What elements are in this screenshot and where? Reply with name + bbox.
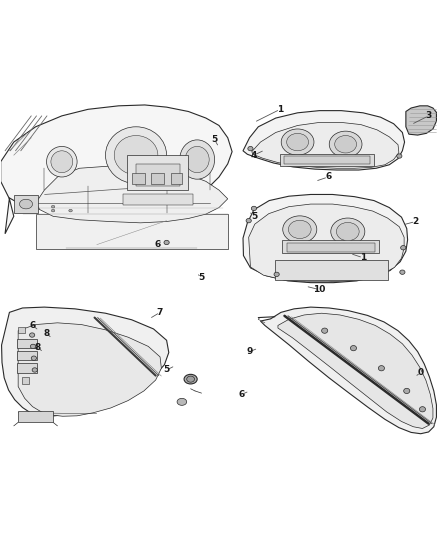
- Text: 1: 1: [360, 253, 366, 262]
- Ellipse shape: [106, 127, 166, 183]
- Polygon shape: [18, 323, 161, 416]
- Polygon shape: [2, 307, 169, 416]
- Bar: [171, 173, 182, 184]
- Bar: [275, 260, 389, 280]
- Text: 5: 5: [212, 135, 218, 144]
- Bar: [19, 340, 26, 346]
- Ellipse shape: [287, 133, 308, 151]
- Bar: [17, 363, 37, 373]
- Bar: [14, 195, 38, 213]
- Ellipse shape: [51, 205, 55, 208]
- Bar: [21, 366, 28, 372]
- Text: 8: 8: [43, 329, 49, 338]
- Bar: [17, 338, 37, 348]
- Text: 1: 1: [277, 105, 283, 114]
- Bar: [132, 173, 145, 184]
- Ellipse shape: [283, 216, 317, 243]
- Ellipse shape: [30, 344, 35, 349]
- Polygon shape: [1, 105, 232, 234]
- Ellipse shape: [114, 135, 158, 175]
- Ellipse shape: [51, 151, 73, 173]
- Ellipse shape: [404, 389, 410, 393]
- Text: 5: 5: [251, 212, 257, 221]
- Ellipse shape: [281, 129, 314, 155]
- Bar: [136, 164, 180, 185]
- Bar: [280, 154, 374, 166]
- Text: 8: 8: [35, 343, 41, 352]
- Ellipse shape: [29, 333, 35, 337]
- Ellipse shape: [274, 272, 279, 277]
- Bar: [123, 195, 193, 205]
- Ellipse shape: [401, 246, 406, 250]
- Bar: [20, 353, 27, 359]
- Ellipse shape: [31, 356, 36, 360]
- Ellipse shape: [185, 147, 209, 173]
- Ellipse shape: [331, 218, 365, 245]
- Bar: [17, 351, 37, 360]
- Polygon shape: [249, 204, 404, 282]
- Polygon shape: [243, 111, 405, 170]
- Ellipse shape: [46, 147, 77, 177]
- Bar: [285, 157, 370, 164]
- Polygon shape: [278, 313, 433, 429]
- Ellipse shape: [400, 270, 405, 274]
- Text: 3: 3: [425, 111, 432, 120]
- Text: 9: 9: [247, 347, 253, 356]
- Ellipse shape: [177, 398, 187, 405]
- Ellipse shape: [187, 376, 194, 382]
- Text: 5: 5: [198, 273, 205, 282]
- Polygon shape: [406, 106, 436, 135]
- Ellipse shape: [397, 154, 402, 158]
- Ellipse shape: [69, 209, 72, 212]
- Ellipse shape: [164, 240, 169, 245]
- Bar: [287, 243, 375, 252]
- Ellipse shape: [335, 135, 357, 153]
- Polygon shape: [252, 123, 399, 168]
- Bar: [127, 155, 188, 190]
- Ellipse shape: [246, 219, 251, 223]
- Bar: [151, 173, 164, 184]
- Ellipse shape: [32, 368, 37, 372]
- Text: 6: 6: [325, 173, 331, 182]
- Ellipse shape: [350, 345, 357, 351]
- Text: 6: 6: [239, 390, 245, 399]
- Text: 7: 7: [157, 308, 163, 317]
- Ellipse shape: [248, 147, 253, 151]
- Text: 6: 6: [155, 240, 161, 249]
- Text: 4: 4: [251, 151, 257, 160]
- Ellipse shape: [378, 366, 385, 371]
- Bar: [283, 240, 379, 253]
- Bar: [21, 377, 28, 384]
- Text: 0: 0: [418, 368, 424, 377]
- Polygon shape: [35, 166, 228, 223]
- Ellipse shape: [19, 199, 32, 209]
- Ellipse shape: [420, 407, 426, 412]
- Ellipse shape: [251, 206, 257, 211]
- Ellipse shape: [184, 374, 197, 384]
- Text: 2: 2: [412, 217, 419, 226]
- Ellipse shape: [336, 222, 359, 241]
- Ellipse shape: [288, 220, 311, 239]
- Text: 6: 6: [29, 321, 35, 330]
- Polygon shape: [35, 214, 228, 249]
- Text: 10: 10: [313, 285, 325, 294]
- Text: 5: 5: [163, 366, 170, 375]
- Ellipse shape: [329, 131, 362, 157]
- Polygon shape: [261, 307, 436, 434]
- Bar: [18, 327, 25, 333]
- Ellipse shape: [180, 140, 215, 179]
- Ellipse shape: [51, 209, 55, 212]
- Polygon shape: [243, 195, 408, 282]
- Ellipse shape: [321, 328, 328, 333]
- Bar: [18, 411, 53, 422]
